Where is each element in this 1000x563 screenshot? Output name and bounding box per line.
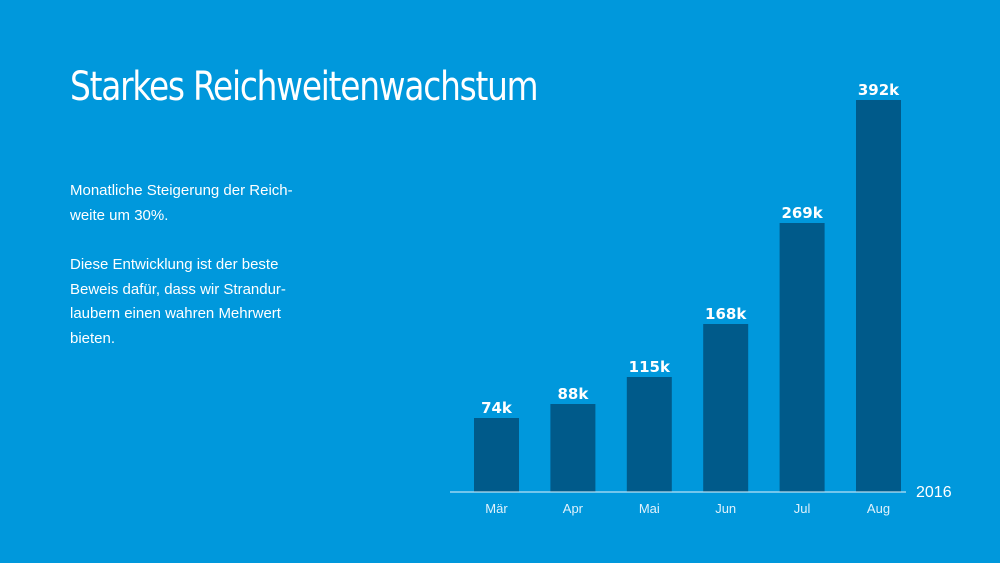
bar-value-label: 74k	[481, 399, 513, 417]
x-tick-label: Jul	[794, 501, 811, 516]
x-tick-label: Mai	[639, 501, 660, 516]
x-tick-label: Aug	[867, 501, 890, 516]
x-tick-label: Jun	[715, 501, 736, 516]
bar-jul	[779, 223, 825, 492]
growth-description: Monatliche Steigerung der Reich-weite um…	[70, 182, 293, 224]
bar-mai	[626, 377, 672, 492]
x-tick-label: Apr	[563, 501, 584, 516]
bar-group: 74k Mär 88k Apr 115k Mai 168k Jun 269k Jul 392k Aug	[474, 81, 901, 516]
value-description: Diese Entwicklung ist der beste Beweis d…	[70, 256, 286, 347]
year-label: 2016	[916, 484, 952, 501]
bar-value-label: 115k	[629, 358, 671, 376]
bar-value-label: 269k	[781, 204, 823, 222]
bar-value-label: 168k	[705, 305, 747, 323]
bar-mär	[474, 418, 519, 492]
x-tick-label: Mär	[485, 501, 508, 516]
bar-value-label: 88k	[557, 385, 589, 403]
bar-value-label: 392k	[858, 81, 900, 99]
slide-title: Starkes Reichweitenwachstum	[70, 64, 539, 110]
bar-jun	[703, 324, 749, 492]
bar-aug	[856, 100, 901, 492]
bar-apr	[550, 404, 596, 492]
